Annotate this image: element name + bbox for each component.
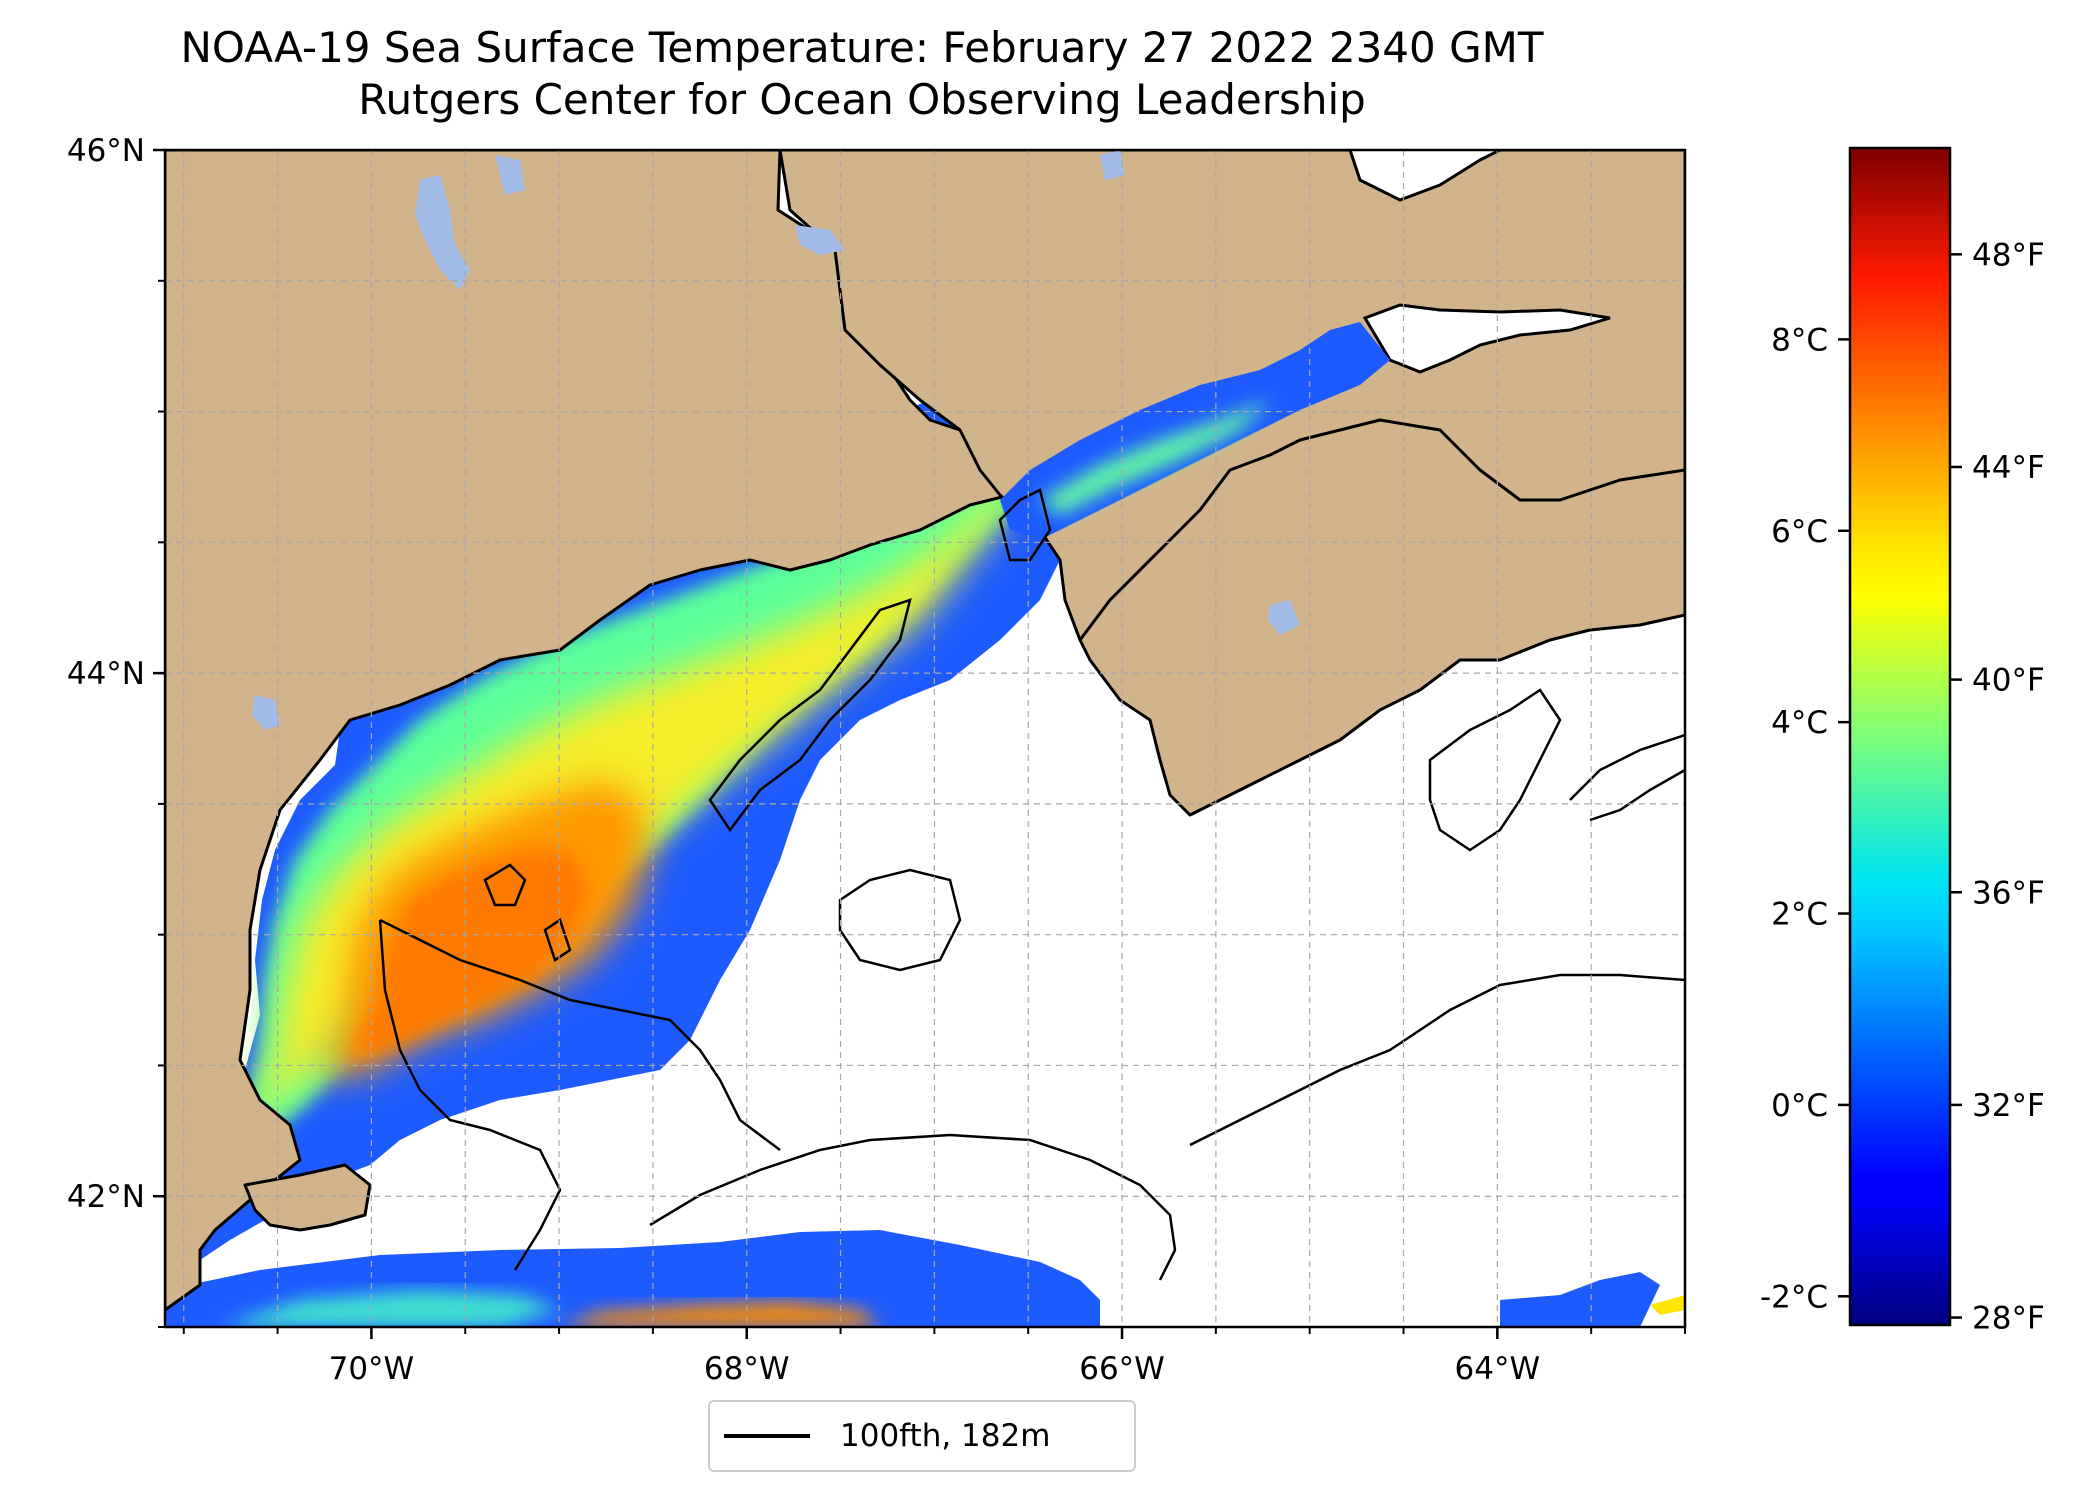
celsius-tick-label: 4°C bbox=[1771, 705, 1828, 741]
fahrenheit-tick-label: 40°F bbox=[1972, 663, 2045, 699]
isobath-georges-bank bbox=[649, 1133, 1177, 1281]
fahrenheit-tick-label: 36°F bbox=[1972, 875, 2045, 911]
celsius-tick-label: -2°C bbox=[1760, 1279, 1828, 1315]
lake-1 bbox=[415, 175, 470, 290]
legend: 100fth, 182m bbox=[708, 1400, 1136, 1472]
celsius-tick-label: 8°C bbox=[1771, 322, 1828, 358]
land-new-england bbox=[165, 150, 1012, 1312]
lat-tick-label: 46°N bbox=[67, 133, 145, 169]
sst-field bbox=[165, 150, 1685, 1327]
sst-southern-cyan bbox=[220, 1290, 560, 1327]
fahrenheit-tick-label: 48°F bbox=[1972, 237, 2045, 273]
isobath-shelf-break bbox=[1189, 973, 1685, 1147]
celsius-tick-label: 2°C bbox=[1771, 897, 1828, 933]
lon-tick-label: 68°W bbox=[704, 1351, 790, 1387]
isobath-gulf-inner bbox=[378, 919, 562, 1271]
celsius-tick-label: 6°C bbox=[1771, 514, 1828, 550]
isobath-fundy bbox=[998, 488, 1052, 562]
sst-southern-warm bbox=[560, 1302, 880, 1327]
isobath-ns-shelf bbox=[1428, 688, 1562, 852]
lake-4 bbox=[1100, 150, 1125, 180]
lakes bbox=[252, 150, 1300, 730]
fahrenheit-tick-label: 32°F bbox=[1972, 1088, 2045, 1124]
sst-orange-hot bbox=[350, 850, 590, 1060]
bay-of-fundy-water bbox=[1362, 303, 1611, 374]
lon-tick-label: 70°W bbox=[329, 1351, 415, 1387]
lat-tick-label: 44°N bbox=[67, 656, 145, 692]
lake-5 bbox=[252, 695, 280, 730]
fahrenheit-tick-label: 44°F bbox=[1972, 450, 2045, 486]
title-line-2: Rutgers Center for Ocean Observing Leade… bbox=[358, 75, 1366, 124]
sst-far-east-yellow bbox=[1650, 1295, 1685, 1315]
colorbar-gradient bbox=[1848, 146, 1952, 1327]
isobath-crowell bbox=[838, 868, 962, 972]
colorbar: -2°C 0°C 2°C 4°C 6°C 8°C 28°F 32°F 36°F 40°F 44°F 4… bbox=[1760, 146, 2045, 1337]
sst-east-patch bbox=[1500, 1272, 1660, 1327]
legend-label: 100fth, 182m bbox=[840, 1418, 1051, 1454]
lat-tick-label: 42°N bbox=[67, 1179, 145, 1215]
isobath-ns-east bbox=[1569, 733, 1685, 822]
gridlines bbox=[165, 150, 1685, 1327]
lake-3 bbox=[795, 225, 845, 255]
map-frame bbox=[163, 148, 1687, 1329]
celsius-tick-label: 0°C bbox=[1771, 1088, 1828, 1124]
isobath-gulf-west bbox=[483, 863, 572, 962]
land-cape-cod bbox=[243, 1163, 372, 1232]
bay-of-fundy-green bbox=[1040, 400, 1270, 515]
legend-line-swatch bbox=[724, 1434, 810, 1438]
isobath-jordan-basin bbox=[708, 598, 912, 833]
lon-tick-label: 64°W bbox=[1455, 1351, 1541, 1387]
colorbar-ticks: -2°C 0°C 2°C 4°C 6°C 8°C 28°F 32°F 36°F 40°F 44°F 4… bbox=[1760, 237, 2045, 1336]
lon-tick-label: 66°W bbox=[1079, 1351, 1165, 1387]
lake-6 bbox=[1268, 600, 1300, 635]
axis-ticks: 42°N 44°N 46°N 70°W 68°W 66°W 64°W bbox=[67, 133, 1686, 1387]
lake-2 bbox=[495, 155, 525, 195]
fahrenheit-tick-label: 28°F bbox=[1972, 1301, 2045, 1337]
title-line-1: NOAA-19 Sea Surface Temperature: Februar… bbox=[180, 23, 1544, 72]
isobath-100fth bbox=[378, 488, 1685, 1281]
isobath-wilkinson bbox=[379, 918, 781, 1151]
chart-title: NOAA-19 Sea Surface Temperature: Februar… bbox=[0, 22, 1724, 126]
